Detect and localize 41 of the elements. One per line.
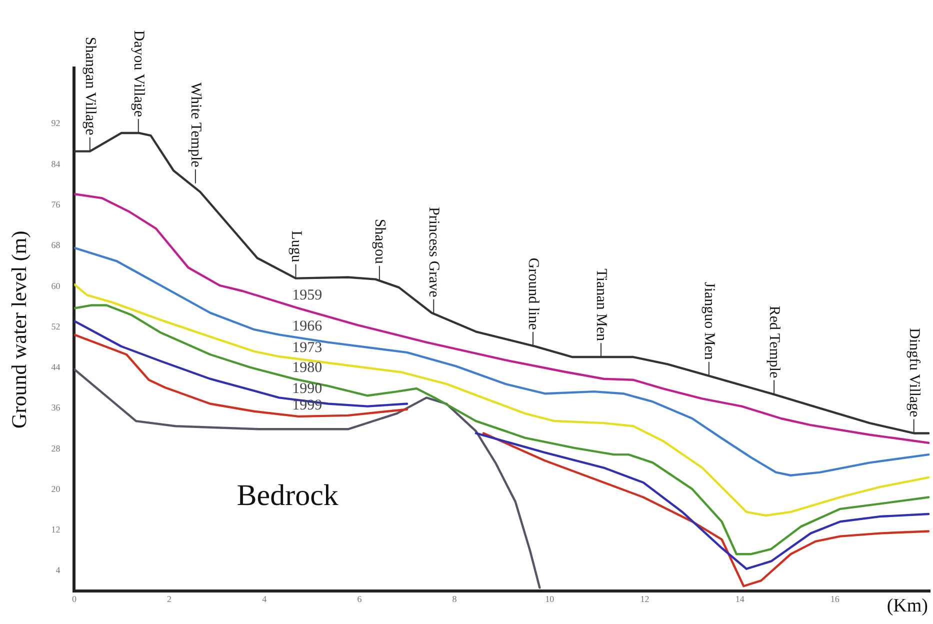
x-tick-label: 0: [72, 594, 77, 604]
x-tick-label: 12: [640, 594, 650, 604]
annotation: Dayou Village: [130, 30, 146, 118]
series-label: 1999: [292, 398, 322, 414]
x-axis-title: (Km): [886, 596, 928, 617]
y-tick-label: 92: [51, 118, 60, 128]
y-tick-label: 60: [51, 280, 61, 291]
y-tick-label: 4: [56, 565, 61, 576]
series-label: 1980: [292, 360, 322, 376]
y-tick-label: 44: [51, 362, 61, 372]
annotation: White Temple: [188, 82, 204, 168]
annotation: Dingfu Village: [906, 328, 922, 418]
x-tick-label: 6: [357, 594, 362, 604]
annotation: Jianguo Men: [700, 282, 717, 360]
annotation: Princess Grave: [426, 206, 442, 298]
y-tick-label: 36: [51, 402, 61, 413]
y-tick-label: 52: [51, 321, 60, 332]
x-tick-label: 2: [167, 594, 172, 604]
series-label: 1966: [292, 318, 323, 335]
annotation: Lugu: [288, 230, 304, 263]
y-tick-label: 12: [51, 524, 60, 535]
annotation: Ground line: [525, 258, 542, 330]
y-tick-label: 28: [51, 443, 61, 454]
annotation: Bedrock: [236, 478, 338, 512]
y-tick-label: 68: [51, 240, 61, 250]
annotation: Tianan Men: [593, 268, 610, 342]
y-tick-label: 20: [51, 484, 61, 494]
annotation: Shagou: [372, 218, 388, 264]
series-label: 1973: [292, 340, 322, 356]
x-tick-label: 16: [830, 594, 840, 604]
annotation: Shangan Village: [82, 36, 98, 136]
x-tick-label: 10: [545, 594, 555, 604]
x-tick-label: 14: [735, 594, 745, 604]
annotation: Red Temple: [766, 306, 782, 378]
y-tick-label: 76: [51, 200, 61, 210]
y-tick-label: 84: [51, 158, 61, 169]
x-tick-label: 4: [262, 594, 268, 604]
series-label: 1990: [292, 381, 322, 398]
y-axis-title: Ground water level (m): [7, 230, 32, 428]
x-tick-label: 8: [452, 594, 458, 604]
series-label: 1959: [292, 287, 322, 304]
